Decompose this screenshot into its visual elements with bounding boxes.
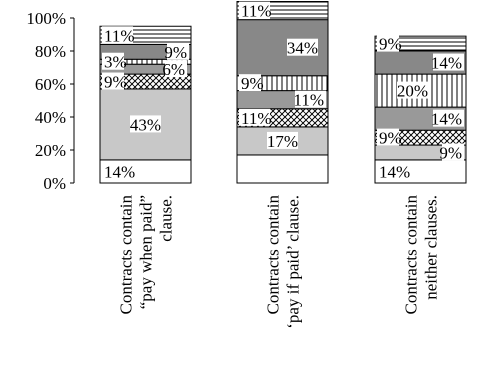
category-label-line: Contracts contain [117,195,136,315]
data-label-box [377,34,399,52]
data-label-box [102,26,133,44]
data-label-box [377,128,399,146]
data-label-box [102,52,124,70]
data-label-box [239,1,270,19]
data-label: 17% [267,132,298,151]
data-label: 11% [293,91,324,110]
data-label: 6% [162,60,185,79]
data-label: 9% [379,129,402,148]
category-label-line: Contracts contain [264,195,283,315]
y-tick-label: 0% [43,174,66,193]
data-label: 43% [130,115,161,134]
data-labels-group: 14%43%9%6%3%9%11%17%11%11%9%34%11%14%9%9… [102,1,464,181]
data-label: 20% [397,82,428,101]
data-label-box [102,162,133,180]
data-label-box [295,90,326,108]
data-label: 34% [287,39,318,58]
data-label-box [167,42,189,60]
data-label-box [397,81,428,99]
category-label-line: ‘pay if paid’ clause. [284,195,303,329]
y-tick-label: 80% [35,42,66,61]
data-label: 14% [379,162,410,181]
data-label-box [267,131,298,149]
data-label: 9% [379,35,402,54]
data-label: 9% [164,43,187,62]
category-labels-group: Contracts contain “pay when paid” clause. C… [117,195,441,329]
y-axis: 0% 20% 40% 60% 80% 100% [26,9,75,193]
data-label: 3% [104,53,127,72]
category-label: Contracts contain neither clauses. [402,195,441,315]
data-label: 9% [104,73,127,92]
data-label-box [433,53,464,71]
data-label-box [239,74,261,92]
data-label: 9% [241,74,264,93]
category-label-line: “pay when paid” [137,195,156,309]
data-label: 14% [431,110,462,129]
category-label-line: clause. [157,195,176,242]
data-label-box [130,115,161,133]
category-label: Contracts contain “pay when paid” clause. [117,195,176,315]
y-tick-label: 40% [35,108,66,127]
data-label-box [165,60,187,78]
data-label: 11% [104,26,135,45]
y-tick-label: 20% [35,141,66,160]
data-label-box [287,38,318,56]
data-label: 14% [104,162,135,181]
data-label-box [377,162,408,180]
category-label-line: Contracts contain [402,195,421,315]
data-label-box [239,108,270,126]
data-label: 14% [431,54,462,73]
data-label: 9% [439,143,462,162]
y-tick-label: 60% [35,75,66,94]
category-label-line: neither clauses. [422,195,441,300]
bar-segment [236,154,329,184]
data-label: 11% [241,2,272,21]
y-tick-label: 100% [26,9,66,28]
category-label: Contracts contain ‘pay if paid’ clause. [264,195,303,329]
data-label-box [442,143,464,161]
data-label-box [433,109,464,127]
data-label-box [102,72,124,90]
data-label: 11% [241,109,272,128]
